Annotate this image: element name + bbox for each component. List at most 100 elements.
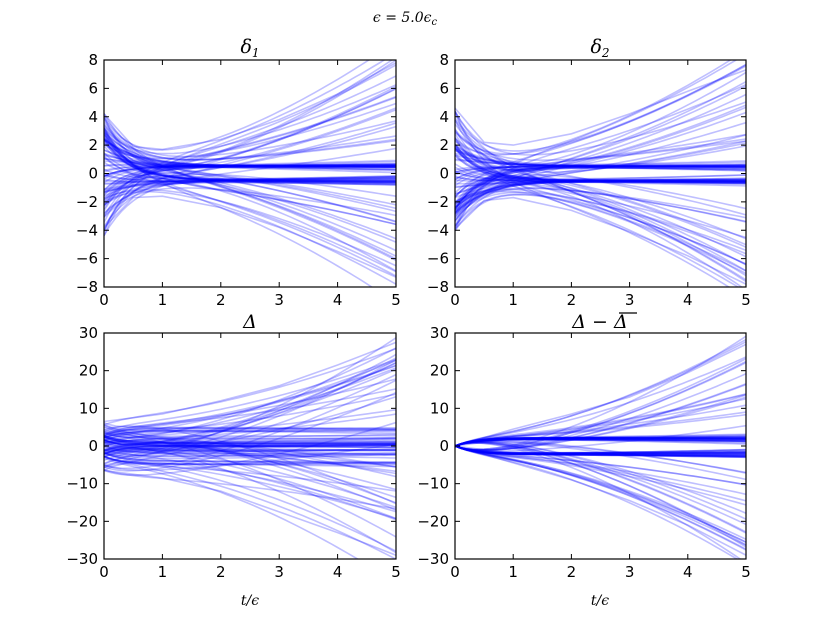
series-line	[455, 438, 746, 447]
series-line	[455, 171, 746, 183]
series-line	[104, 438, 396, 448]
series-line	[455, 383, 746, 452]
x-tick-label: 0	[450, 563, 460, 581]
series-line	[455, 438, 746, 447]
series-line	[455, 104, 746, 171]
series-line	[104, 166, 396, 204]
series-line	[104, 393, 396, 432]
x-tick-label: 4	[683, 563, 693, 581]
y-tick-label: −30	[417, 550, 449, 568]
series-line	[455, 101, 746, 156]
series-line	[455, 180, 746, 189]
series-line	[104, 445, 396, 456]
series-line	[455, 436, 746, 447]
series-line	[104, 413, 396, 440]
series-line	[104, 174, 396, 183]
series-line	[104, 455, 396, 466]
series-line	[455, 441, 746, 514]
series-line	[455, 176, 746, 240]
subplot-title: Δ	[242, 311, 257, 333]
y-tick-label: −20	[417, 512, 449, 530]
series-line	[455, 147, 746, 183]
series-line	[104, 60, 371, 151]
series-line	[104, 409, 396, 445]
series-line	[104, 153, 396, 252]
y-tick-label: −30	[66, 550, 98, 568]
series-line	[104, 139, 396, 171]
series-line	[104, 455, 396, 468]
series-line	[104, 437, 396, 452]
series-line	[104, 444, 396, 454]
series-line	[455, 439, 746, 474]
series-line	[104, 445, 396, 459]
series-line	[104, 187, 396, 219]
series-line	[455, 134, 746, 195]
series-line	[455, 180, 746, 185]
series-line	[104, 436, 396, 445]
y-tick-label: 20	[430, 362, 449, 380]
y-tick-label: −10	[66, 475, 98, 493]
series-line	[455, 144, 746, 265]
series-line	[104, 468, 396, 510]
series-line	[455, 356, 746, 447]
series-line	[104, 85, 396, 169]
series-line	[104, 195, 396, 278]
series-line	[455, 166, 746, 210]
series-line	[104, 434, 396, 444]
series-line	[104, 107, 396, 169]
series-line	[455, 165, 746, 174]
series-line	[104, 157, 396, 174]
series-line	[104, 64, 396, 232]
series-line	[455, 438, 746, 447]
series-line	[104, 444, 396, 455]
series-line	[455, 137, 746, 166]
series-layer	[455, 335, 746, 559]
series-line	[455, 111, 746, 221]
series-line	[104, 446, 396, 521]
series-line	[104, 142, 396, 168]
series-line	[104, 155, 396, 273]
series-line	[455, 63, 746, 155]
series-line	[455, 437, 746, 447]
series-line	[104, 427, 396, 438]
series-line	[455, 180, 746, 213]
series-line	[104, 365, 396, 429]
series-line	[104, 175, 396, 206]
title-subscript: 2	[601, 46, 610, 60]
series-line	[104, 109, 396, 227]
series-line	[104, 179, 396, 206]
series-line	[104, 137, 396, 168]
series-line	[104, 173, 396, 237]
series-line	[104, 165, 396, 173]
series-line	[104, 437, 396, 443]
series-line	[455, 438, 746, 447]
series-line	[455, 166, 746, 187]
series-line	[104, 435, 396, 445]
series-line	[455, 445, 746, 459]
series-line	[104, 391, 396, 472]
series-line	[455, 146, 740, 287]
series-line	[104, 438, 396, 452]
series-line	[104, 442, 396, 453]
y-tick-label: −8	[427, 278, 449, 296]
y-tick-label: −2	[76, 193, 98, 211]
series-line	[104, 163, 396, 191]
x-tick-label: 3	[274, 291, 284, 309]
series-line	[455, 445, 746, 455]
series-line	[455, 110, 746, 174]
series-line	[455, 440, 746, 481]
series-line	[104, 138, 396, 168]
series-line	[104, 130, 396, 166]
series-line	[104, 436, 396, 448]
series-line	[104, 436, 396, 511]
series-line	[104, 439, 396, 473]
series-line	[104, 426, 396, 538]
series-line	[104, 131, 396, 180]
series-line	[455, 445, 746, 457]
y-tick-label: 4	[439, 108, 449, 126]
series-line	[104, 152, 396, 240]
series-line	[104, 84, 396, 155]
series-line	[455, 144, 746, 168]
series-line	[104, 436, 396, 446]
series-line	[104, 164, 396, 177]
